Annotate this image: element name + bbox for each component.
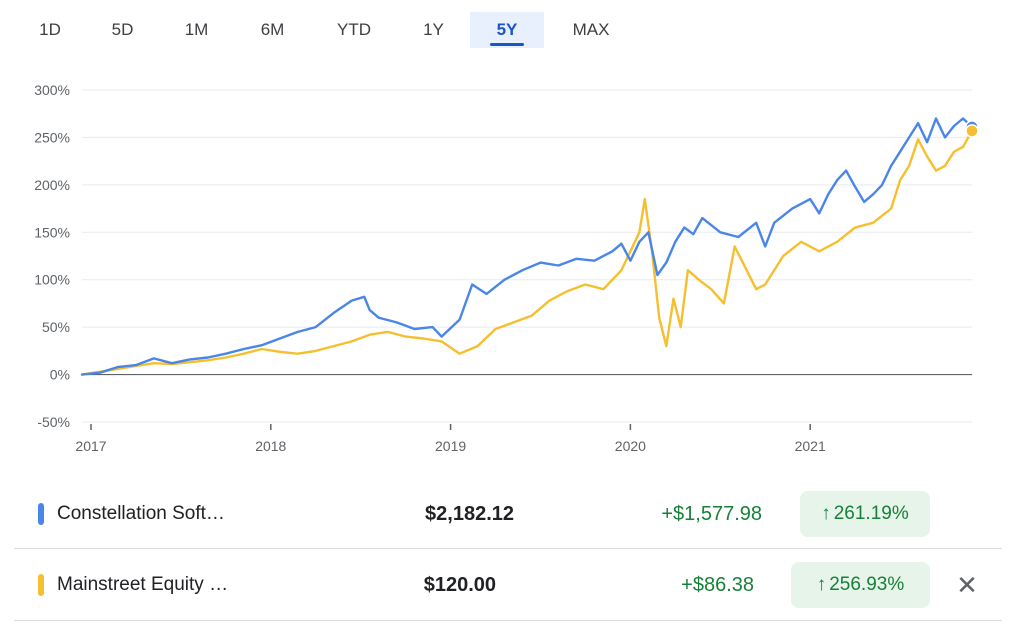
y-tick-label: -50% bbox=[37, 414, 70, 430]
y-tick-label: 50% bbox=[42, 319, 70, 335]
tab-5y[interactable]: 5Y bbox=[470, 12, 544, 48]
y-axis-tick-labels: -50% 0% 50% 100% 150% 200% 250% 300% bbox=[34, 82, 70, 430]
legend-row-mainstreet[interactable]: Mainstreet Equity … $120.00 +$86.38 ↑ 256… bbox=[14, 549, 1002, 621]
security-name: Mainstreet Equity … bbox=[57, 574, 229, 595]
tab-ytd[interactable]: YTD bbox=[337, 20, 371, 39]
y-tick-label: 150% bbox=[34, 224, 70, 240]
percent-change-value: 261.19% bbox=[833, 503, 909, 524]
series-color-swatch bbox=[38, 574, 44, 596]
x-tick-label: 2021 bbox=[795, 438, 826, 454]
tab-1m[interactable]: 1M bbox=[184, 20, 209, 39]
y-tick-label: 100% bbox=[34, 272, 70, 288]
x-tick-label: 2020 bbox=[615, 438, 646, 454]
security-price: $2,182.12 bbox=[425, 502, 514, 525]
x-tick-label: 2018 bbox=[255, 438, 286, 454]
range-tabs: 1D 5D 1M 6M YTD 1Y 5Y MAX bbox=[14, 12, 638, 48]
tab-1y[interactable]: 1Y bbox=[423, 20, 444, 39]
tab-1d[interactable]: 1D bbox=[39, 20, 61, 39]
remove-comparison-close-icon[interactable]: ✕ bbox=[956, 570, 978, 600]
tab-max[interactable]: MAX bbox=[572, 20, 610, 39]
y-tick-label: 300% bbox=[34, 82, 70, 98]
legend-row-constellation[interactable]: Constellation Soft… $2,182.12 +$1,577.98… bbox=[14, 478, 1002, 550]
grid-lines bbox=[82, 89, 972, 430]
legend-divider-bottom bbox=[14, 620, 1002, 621]
percent-change-value: 256.93% bbox=[829, 574, 905, 595]
y-tick-label: 0% bbox=[50, 367, 70, 383]
tab-5d[interactable]: 5D bbox=[111, 20, 134, 39]
security-change: +$1,577.98 bbox=[661, 502, 762, 525]
series-line-constellation bbox=[80, 117, 974, 376]
series-color-swatch bbox=[38, 503, 44, 525]
up-arrow-icon: ↑ bbox=[816, 574, 827, 595]
x-tick-label: 2017 bbox=[75, 438, 106, 454]
series-line-mainstreet bbox=[80, 129, 974, 376]
percent-change-badge: ↑ 261.19% bbox=[800, 491, 930, 537]
end-marker-mainstreet bbox=[965, 124, 979, 138]
security-price: $120.00 bbox=[423, 573, 496, 596]
series-lines bbox=[80, 117, 974, 376]
tab-6m[interactable]: 6M bbox=[260, 20, 285, 39]
y-tick-label: 250% bbox=[34, 129, 70, 145]
legend-divider bbox=[14, 548, 1002, 549]
security-name: Constellation Soft… bbox=[57, 503, 225, 524]
percent-change-badge: ↑ 256.93% bbox=[791, 562, 930, 608]
x-axis-tick-labels: 2017 2018 2019 2020 2021 bbox=[75, 438, 826, 454]
series-end-markers bbox=[965, 120, 979, 138]
x-tick-label: 2019 bbox=[435, 438, 466, 454]
up-arrow-icon: ↑ bbox=[821, 503, 831, 524]
y-tick-label: 200% bbox=[34, 177, 70, 193]
comparison-line-chart: -50%0%50%100%150%200%250%300% 2017 2018 20… bbox=[34, 82, 979, 454]
security-change: +$86.38 bbox=[681, 573, 754, 596]
